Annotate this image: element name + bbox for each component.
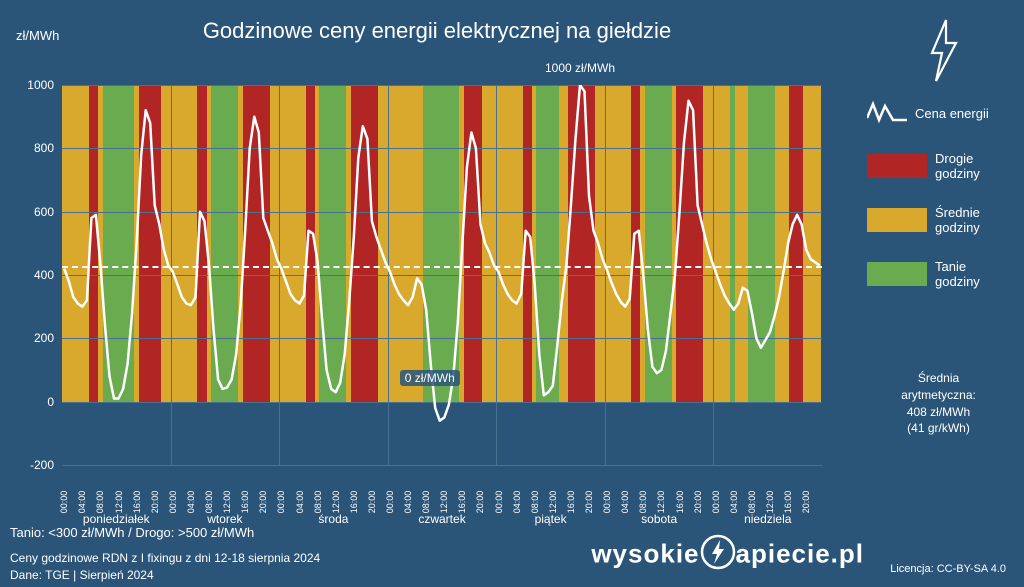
legend: Cena energii Drogie godziny Średnie godz… <box>867 100 1012 313</box>
x-hour-tick: 00:00 <box>711 491 721 514</box>
x-hour-tick: 12:00 <box>548 491 558 514</box>
y-tick: 800 <box>14 141 54 155</box>
y-tick: 400 <box>14 268 54 282</box>
license-text: Licencja: CC-BY-SA 4.0 <box>890 563 1006 575</box>
x-hour-tick: 08:00 <box>95 491 105 514</box>
avg-line-2: 408 zł/MWh <box>871 404 1006 421</box>
x-day-label: środa <box>279 512 388 526</box>
x-day-label: poniedziałek <box>62 512 171 526</box>
x-axis-days: poniedziałekwtorekśrodaczwartekpiąteksob… <box>62 512 822 526</box>
y-tick: 0 <box>14 395 54 409</box>
avg-line-0: Średnia <box>871 370 1006 387</box>
source-line-1: Dane: TGE | Sierpień 2024 <box>10 567 320 584</box>
x-hour-tick: 16:00 <box>783 491 793 514</box>
source-line-0: Ceny godzinowe RDN z I fixingu z dni 12-… <box>10 550 320 567</box>
chart-title: Godzinowe ceny energii elektrycznej na g… <box>0 18 874 44</box>
source-text: Ceny godzinowe RDN z I fixingu z dni 12-… <box>10 550 320 584</box>
legend-price-label: Cena energii <box>915 106 989 121</box>
brand-post: apiecie.pl <box>736 538 865 568</box>
x-hour-tick: 16:00 <box>566 491 576 514</box>
avg-line-1: arytmetyczna: <box>871 387 1006 404</box>
x-hour-tick: 12:00 <box>222 491 232 514</box>
x-hour-tick: 20:00 <box>475 491 485 514</box>
brand-logo: wysokie apiecie.pl <box>591 534 864 577</box>
annotation: 0 zł/MWh <box>400 370 460 386</box>
legend-price-line: Cena energii <box>867 100 1012 127</box>
x-hour-tick: 04:00 <box>403 491 413 514</box>
x-hour-tick: 12:00 <box>439 491 449 514</box>
x-hour-tick: 12:00 <box>656 491 666 514</box>
x-hour-tick: 16:00 <box>132 491 142 514</box>
swatch-medium <box>867 208 927 232</box>
x-hour-tick: 16:00 <box>457 491 467 514</box>
legend-medium-label: Średnie godziny <box>935 205 1012 235</box>
x-hour-tick: 04:00 <box>620 491 630 514</box>
y-tick: 600 <box>14 205 54 219</box>
x-hour-tick: 12:00 <box>114 491 124 514</box>
x-hour-tick: 16:00 <box>675 491 685 514</box>
thresholds-note: Tanio: <300 zł/MWh / Drogo: >500 zł/MWh <box>10 525 254 540</box>
x-hour-tick: 04:00 <box>512 491 522 514</box>
x-axis-hours: 00:0004:0008:0012:0016:0020:0000:0004:00… <box>62 470 822 510</box>
x-hour-tick: 08:00 <box>747 491 757 514</box>
x-hour-tick: 08:00 <box>204 491 214 514</box>
x-hour-tick: 04:00 <box>295 491 305 514</box>
x-hour-tick: 08:00 <box>421 491 431 514</box>
annotation: 1000 zł/MWh <box>540 60 620 76</box>
line-sample-icon <box>867 100 907 127</box>
x-hour-tick: 20:00 <box>258 491 268 514</box>
x-hour-tick: 00:00 <box>602 491 612 514</box>
x-hour-tick: 00:00 <box>494 491 504 514</box>
x-hour-tick: 08:00 <box>638 491 648 514</box>
x-day-label: niedziela <box>713 512 822 526</box>
swatch-expensive <box>867 154 927 178</box>
brand-n-bolt-icon <box>700 534 736 577</box>
x-hour-tick: 04:00 <box>729 491 739 514</box>
price-line <box>62 85 822 465</box>
swatch-cheap <box>867 262 927 286</box>
x-day-label: sobota <box>605 512 714 526</box>
legend-medium: Średnie godziny <box>867 205 1012 235</box>
x-day-label: wtorek <box>171 512 280 526</box>
x-hour-tick: 04:00 <box>186 491 196 514</box>
brand-pre: wysokie <box>591 538 699 568</box>
x-hour-tick: 12:00 <box>765 491 775 514</box>
x-hour-tick: 20:00 <box>693 491 703 514</box>
y-tick: 200 <box>14 331 54 345</box>
average-text: Średnia arytmetyczna: 408 zł/MWh (41 gr/… <box>871 370 1006 437</box>
x-hour-tick: 16:00 <box>349 491 359 514</box>
x-hour-tick: 00:00 <box>168 491 178 514</box>
x-hour-tick: 08:00 <box>313 491 323 514</box>
x-hour-tick: 08:00 <box>530 491 540 514</box>
chart-area: 1000 zł/MWh0 zł/MWh -2000200400600800100… <box>62 85 822 465</box>
x-day-label: czwartek <box>388 512 497 526</box>
avg-line-3: (41 gr/kWh) <box>871 420 1006 437</box>
y-tick: -200 <box>14 458 54 472</box>
x-hour-tick: 12:00 <box>331 491 341 514</box>
x-hour-tick: 20:00 <box>367 491 377 514</box>
x-hour-tick: 20:00 <box>801 491 811 514</box>
x-hour-tick: 16:00 <box>240 491 250 514</box>
legend-expensive: Drogie godziny <box>867 151 1012 181</box>
y-tick: 1000 <box>14 78 54 92</box>
x-hour-tick: 04:00 <box>77 491 87 514</box>
legend-cheap-label: Tanie godziny <box>935 259 1012 289</box>
plot-box: 1000 zł/MWh0 zł/MWh <box>62 85 822 465</box>
chart-container: zł/MWh Godzinowe ceny energii elektryczn… <box>0 0 1024 587</box>
x-hour-tick: 20:00 <box>584 491 594 514</box>
lightning-bolt-icon <box>924 18 964 83</box>
x-day-label: piątek <box>496 512 605 526</box>
x-hour-tick: 20:00 <box>150 491 160 514</box>
legend-expensive-label: Drogie godziny <box>935 151 1012 181</box>
x-hour-tick: 00:00 <box>59 491 69 514</box>
legend-cheap: Tanie godziny <box>867 259 1012 289</box>
x-hour-tick: 00:00 <box>276 491 286 514</box>
x-hour-tick: 00:00 <box>385 491 395 514</box>
